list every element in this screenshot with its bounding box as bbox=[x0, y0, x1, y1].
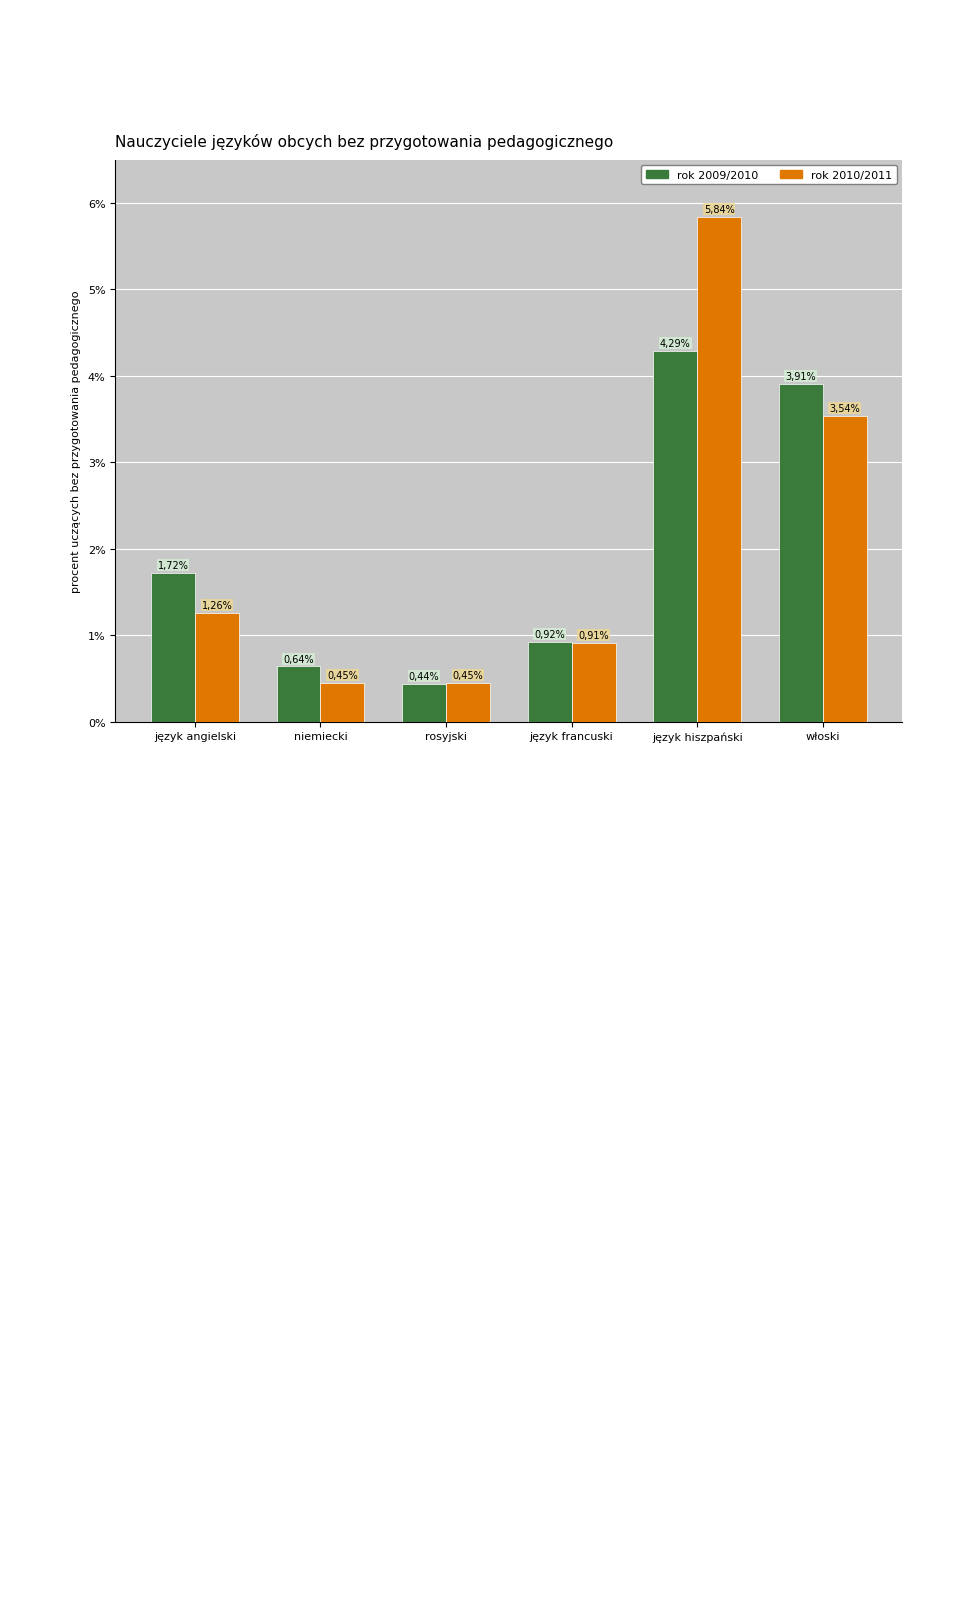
Text: 0,44%: 0,44% bbox=[409, 671, 440, 682]
Text: 4,29%: 4,29% bbox=[660, 339, 690, 348]
Bar bbox=[195, 613, 239, 722]
Bar bbox=[276, 668, 321, 722]
Text: 0,64%: 0,64% bbox=[283, 655, 314, 664]
Legend: rok 2009/2010, rok 2010/2011: rok 2009/2010, rok 2010/2011 bbox=[641, 165, 897, 185]
Text: 1,26%: 1,26% bbox=[202, 600, 232, 610]
Text: 0,92%: 0,92% bbox=[534, 631, 565, 640]
Text: 3,91%: 3,91% bbox=[785, 372, 816, 382]
Y-axis label: procent uczących bez przygotowania pedagogicznego: procent uczących bez przygotowania pedag… bbox=[71, 291, 81, 592]
Bar bbox=[446, 684, 490, 722]
Text: 1,72%: 1,72% bbox=[157, 560, 188, 571]
Text: 5,84%: 5,84% bbox=[704, 205, 734, 215]
Text: 0,91%: 0,91% bbox=[578, 631, 609, 640]
Text: Nauczyciele języków obcych bez przygotowania pedagogicznego: Nauczyciele języków obcych bez przygotow… bbox=[115, 133, 613, 149]
Text: 0,45%: 0,45% bbox=[327, 671, 358, 681]
Bar bbox=[402, 684, 446, 722]
Text: 3,54%: 3,54% bbox=[829, 403, 860, 414]
Text: 0,45%: 0,45% bbox=[452, 671, 484, 681]
Bar bbox=[779, 384, 823, 722]
Bar bbox=[697, 218, 741, 722]
Bar bbox=[321, 684, 365, 722]
Bar bbox=[823, 416, 867, 722]
Bar bbox=[151, 573, 195, 722]
Bar bbox=[653, 351, 697, 722]
Bar bbox=[528, 642, 571, 722]
Bar bbox=[571, 644, 615, 722]
